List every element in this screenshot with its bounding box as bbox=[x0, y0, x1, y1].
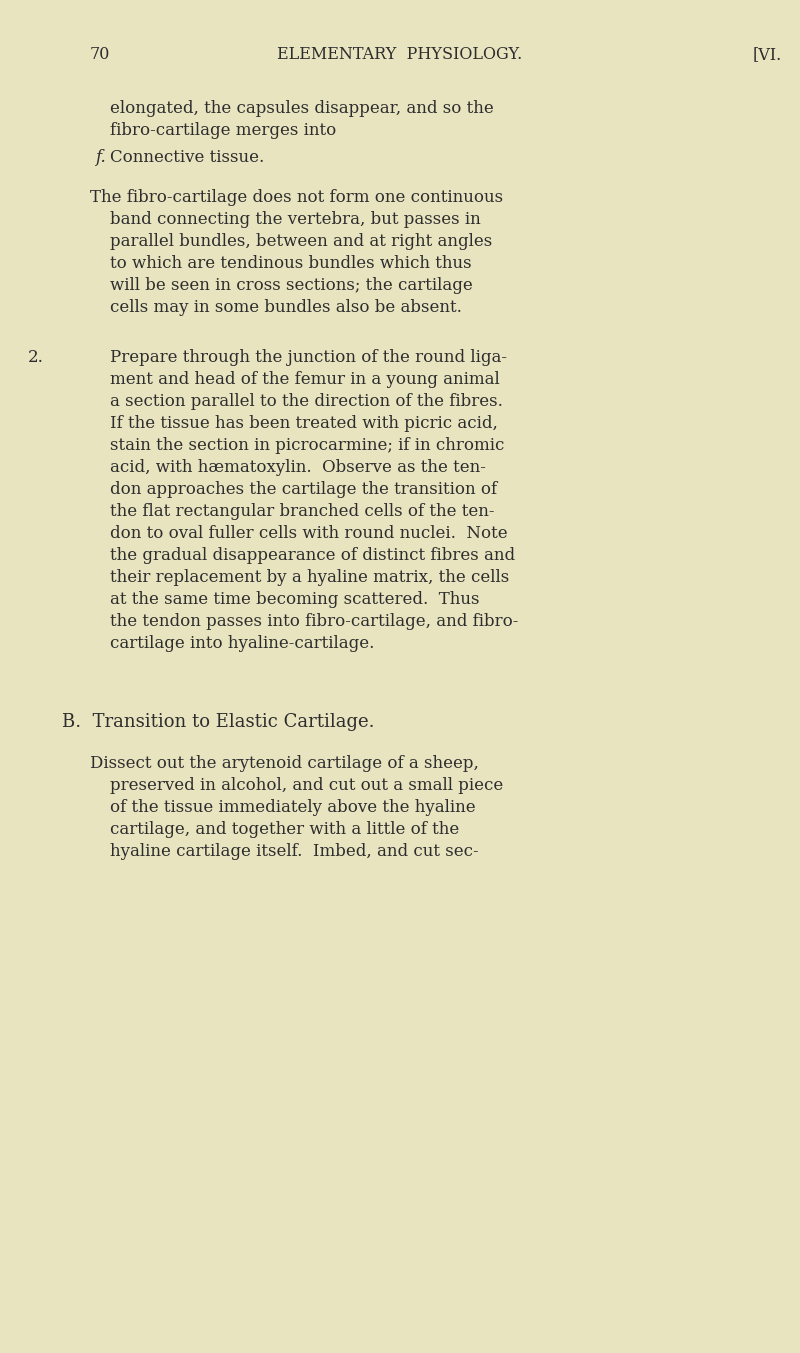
Text: their replacement by a hyaline matrix, the cells: their replacement by a hyaline matrix, t… bbox=[110, 570, 510, 586]
Text: a section parallel to the direction of the fibres.: a section parallel to the direction of t… bbox=[110, 392, 503, 410]
Text: will be seen in cross sections; the cartilage: will be seen in cross sections; the cart… bbox=[110, 277, 473, 294]
Text: preserved in alcohol, and cut out a small piece: preserved in alcohol, and cut out a smal… bbox=[110, 777, 503, 794]
Text: f.: f. bbox=[95, 149, 106, 166]
Text: If the tissue has been treated with picric acid,: If the tissue has been treated with picr… bbox=[110, 415, 498, 432]
Text: Connective tissue.: Connective tissue. bbox=[110, 149, 264, 166]
Text: cartilage, and together with a little of the: cartilage, and together with a little of… bbox=[110, 821, 459, 838]
Text: the flat rectangular branched cells of the ten-: the flat rectangular branched cells of t… bbox=[110, 503, 494, 520]
Text: 70: 70 bbox=[90, 46, 110, 64]
Text: to which are tendinous bundles which thus: to which are tendinous bundles which thu… bbox=[110, 254, 472, 272]
Text: Dissect out the arytenoid cartilage of a sheep,: Dissect out the arytenoid cartilage of a… bbox=[90, 755, 479, 773]
Text: fibro-cartilage merges into: fibro-cartilage merges into bbox=[110, 122, 336, 139]
Text: acid, with hæmatoxylin.  Observe as the ten-: acid, with hæmatoxylin. Observe as the t… bbox=[110, 459, 486, 476]
Text: B.  Transition to Elastic Cartilage.: B. Transition to Elastic Cartilage. bbox=[62, 713, 374, 731]
Text: ment and head of the femur in a young animal: ment and head of the femur in a young an… bbox=[110, 371, 500, 388]
Text: the tendon passes into fibro-cartilage, and fibro-: the tendon passes into fibro-cartilage, … bbox=[110, 613, 518, 630]
Text: cells may in some bundles also be absent.: cells may in some bundles also be absent… bbox=[110, 299, 462, 317]
Text: cartilage into hyaline-cartilage.: cartilage into hyaline-cartilage. bbox=[110, 635, 374, 652]
Text: The fibro-cartilage does not form one continuous: The fibro-cartilage does not form one co… bbox=[90, 189, 503, 206]
Text: 2.: 2. bbox=[28, 349, 44, 367]
Text: don approaches the cartilage the transition of: don approaches the cartilage the transit… bbox=[110, 482, 497, 498]
Text: Prepare through the junction of the round liga-: Prepare through the junction of the roun… bbox=[110, 349, 507, 367]
Text: ELEMENTARY  PHYSIOLOGY.: ELEMENTARY PHYSIOLOGY. bbox=[278, 46, 522, 64]
Text: elongated, the capsules disappear, and so the: elongated, the capsules disappear, and s… bbox=[110, 100, 494, 116]
Text: [VI.: [VI. bbox=[753, 46, 782, 64]
Text: at the same time becoming scattered.  Thus: at the same time becoming scattered. Thu… bbox=[110, 591, 479, 607]
Text: of the tissue immediately above the hyaline: of the tissue immediately above the hyal… bbox=[110, 800, 476, 816]
Text: the gradual disappearance of distinct fibres and: the gradual disappearance of distinct fi… bbox=[110, 547, 515, 564]
Text: stain the section in picrocarmine; if in chromic: stain the section in picrocarmine; if in… bbox=[110, 437, 504, 455]
Text: parallel bundles, between and at right angles: parallel bundles, between and at right a… bbox=[110, 233, 492, 250]
Text: hyaline cartilage itself.  Imbed, and cut sec-: hyaline cartilage itself. Imbed, and cut… bbox=[110, 843, 478, 861]
Text: band connecting the vertebra, but passes in: band connecting the vertebra, but passes… bbox=[110, 211, 481, 229]
Text: don to oval fuller cells with round nuclei.  Note: don to oval fuller cells with round nucl… bbox=[110, 525, 508, 543]
